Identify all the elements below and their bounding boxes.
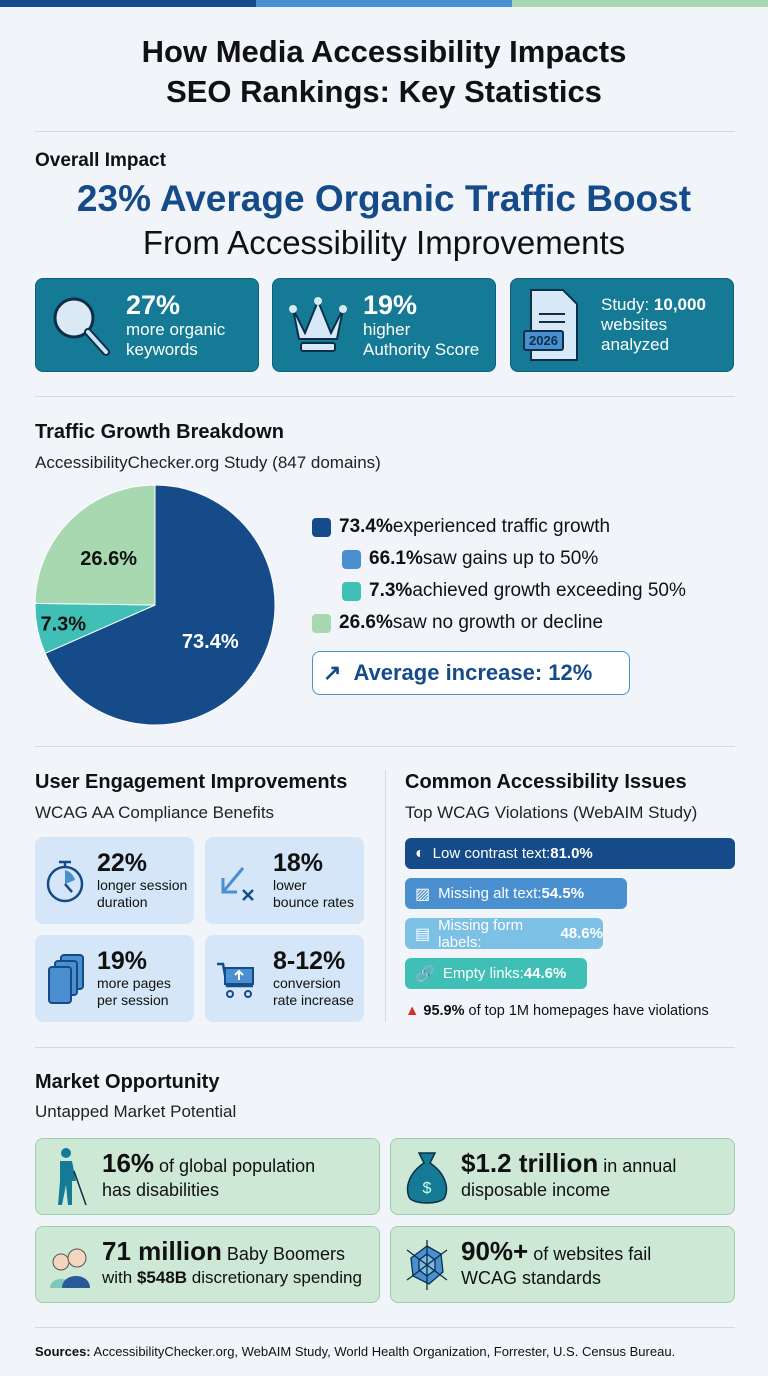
engagement-card: 19% more pages per session (35, 935, 194, 1022)
divider (35, 1327, 735, 1328)
image-icon: ▨ (415, 885, 431, 903)
issues-subtitle: Top WCAG Violations (WebAIM Study) (405, 803, 698, 822)
magnifier-icon (53, 297, 110, 356)
page-title: How Media Accessibility Impacts SEO Ranki… (141, 34, 627, 109)
legend-item: 26.6% saw no growth or decline (312, 612, 603, 634)
legend-item: 7.3% achieved growth exceeding 50% (342, 580, 686, 602)
sources: Sources: AccessibilityChecker.org, WebAI… (35, 1344, 676, 1359)
market-card: 90%+ of websites fail WCAG standards (390, 1226, 735, 1303)
link-icon: 🔗 (415, 965, 435, 983)
top-bar-segment (512, 0, 768, 7)
elderly-couple-icon (50, 1248, 90, 1288)
market-card: 71 million Baby Boomers with $548B discre… (35, 1226, 380, 1303)
legend-item: 66.1% saw gains up to 50% (342, 548, 598, 570)
divider (35, 131, 735, 132)
engagement-card: 18% lower bounce rates (205, 837, 364, 924)
legend-item: 73.4% experienced traffic growth (312, 516, 610, 538)
issue-bar: ▤ Missing form labels: 48.6% (405, 917, 603, 951)
violations-note: ▲ 95.9% of top 1M homepages have violati… (405, 1003, 709, 1019)
legend-swatch (342, 549, 361, 569)
engagement-subtitle: WCAG AA Compliance Benefits (35, 803, 275, 822)
overall-label: Overall Impact (35, 150, 166, 171)
arrow-up-right-icon: ↗ (323, 660, 342, 685)
divider (35, 1047, 735, 1048)
issues-title: Common Accessibility Issues (405, 771, 687, 793)
person-cane-icon (58, 1147, 87, 1205)
stat-card-study: 2026 Study: 10,000 websites analyzed (510, 278, 734, 372)
issue-bar: ▨ Missing alt text: 54.5% (405, 878, 628, 909)
pie-label: 26.6% (80, 548, 137, 570)
column-divider (385, 770, 386, 1022)
stat-card-authority: 19% higher Authority Score (272, 278, 496, 372)
svg-text:$: $ (423, 1180, 432, 1197)
traffic-pie-chart: 73.4% 7.3% 26.6% (34, 484, 276, 726)
market-subtitle: Untapped Market Potential (35, 1102, 237, 1121)
legend-swatch (312, 613, 331, 633)
legend-swatch (342, 581, 361, 601)
crown-icon (289, 297, 347, 352)
pie-label: 7.3% (40, 614, 86, 636)
headline: 23% Average Organic Traffic Boost (76, 178, 692, 219)
form-icon: ▤ (415, 925, 431, 943)
subheadline: From Accessibility Improvements (142, 224, 626, 261)
arrow-down-left-x-icon (221, 866, 254, 901)
pie-label: 73.4% (182, 631, 239, 653)
top-bar-segment (256, 0, 512, 7)
traffic-title: Traffic Growth Breakdown (35, 421, 284, 443)
average-increase-box: ↗ Average increase: 12% (312, 651, 630, 695)
pie-slice (44, 484, 276, 726)
market-title: Market Opportunity (35, 1071, 220, 1093)
traffic-subtitle: AccessibilityChecker.org Study (847 doma… (35, 453, 381, 472)
issue-bar: ◐ Low contrast text: 81.0% (405, 838, 735, 869)
divider (35, 746, 735, 747)
divider (35, 396, 735, 397)
market-card: $ $1.2 trillion in annual disposable inco… (390, 1138, 735, 1215)
document-2026-icon: 2026 (523, 288, 589, 362)
engagement-title: User Engagement Improvements (35, 771, 348, 793)
legend-swatch (312, 517, 331, 537)
contrast-icon: ◐ (415, 844, 425, 862)
engagement-card: 22% longer session duration (35, 837, 194, 924)
stopwatch-icon (46, 860, 84, 902)
market-card: 16% of global population has disabilities (35, 1138, 380, 1215)
money-bag-icon: $ (406, 1151, 448, 1204)
cart-icon (217, 962, 254, 998)
issue-bar: 🔗 Empty links: 44.6% (405, 958, 587, 989)
engagement-card: 8-12% conversion rate increase (205, 935, 364, 1022)
pages-stack-icon (48, 953, 84, 1004)
stat-card-keywords: 27% more organic keywords (35, 278, 259, 372)
warning-icon: ▲ (405, 1003, 420, 1019)
top-bar-segment (0, 0, 256, 7)
spider-web-icon (406, 1239, 448, 1290)
pie-slice (34, 484, 156, 606)
